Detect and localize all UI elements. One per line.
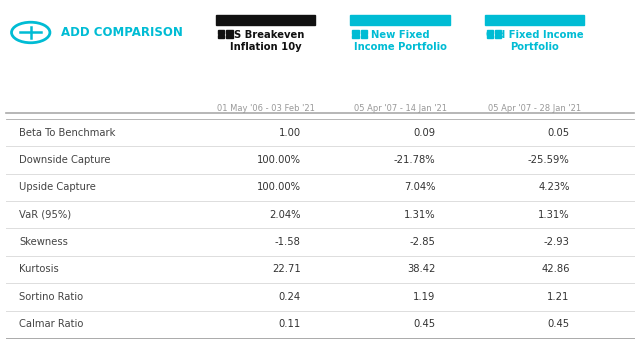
- Text: 1.31%: 1.31%: [404, 210, 435, 220]
- Text: 100.00%: 100.00%: [257, 155, 301, 165]
- Bar: [218, 30, 225, 34]
- Bar: [216, 15, 315, 25]
- Bar: [227, 35, 233, 38]
- Text: -2.85: -2.85: [410, 237, 435, 247]
- Text: 42.86: 42.86: [541, 264, 570, 275]
- Bar: [495, 30, 502, 34]
- Text: 0.05: 0.05: [547, 128, 570, 138]
- Text: 01 May '06 - 03 Feb '21: 01 May '06 - 03 Feb '21: [217, 104, 314, 113]
- Text: -21.78%: -21.78%: [394, 155, 435, 165]
- Bar: [227, 30, 233, 34]
- Text: 0.45: 0.45: [413, 319, 435, 329]
- Text: Calmar Ratio: Calmar Ratio: [19, 319, 84, 329]
- Text: 1.21: 1.21: [547, 292, 570, 302]
- Bar: [352, 30, 359, 34]
- Bar: [486, 35, 493, 38]
- Bar: [361, 30, 367, 34]
- Bar: [495, 35, 502, 38]
- Text: Upside Capture: Upside Capture: [19, 182, 96, 193]
- Text: ADD COMPARISON: ADD COMPARISON: [61, 26, 183, 39]
- Text: 05 Apr '07 - 14 Jan '21: 05 Apr '07 - 14 Jan '21: [353, 104, 447, 113]
- Text: 100.00%: 100.00%: [257, 182, 301, 193]
- Text: 0.24: 0.24: [278, 292, 301, 302]
- Text: 1.00: 1.00: [278, 128, 301, 138]
- Text: Skewness: Skewness: [19, 237, 68, 247]
- Bar: [485, 15, 584, 25]
- Text: 1.31%: 1.31%: [538, 210, 570, 220]
- Text: 7.04%: 7.04%: [404, 182, 435, 193]
- Bar: [361, 35, 367, 38]
- Text: Old Fixed Income
Portfolio: Old Fixed Income Portfolio: [486, 30, 583, 52]
- Text: Beta To Benchmark: Beta To Benchmark: [19, 128, 116, 138]
- Text: 0.09: 0.09: [413, 128, 435, 138]
- Text: 4.23%: 4.23%: [538, 182, 570, 193]
- Bar: [218, 35, 225, 38]
- Text: VaR (95%): VaR (95%): [19, 210, 71, 220]
- Text: 38.42: 38.42: [407, 264, 435, 275]
- Bar: [351, 15, 450, 25]
- Text: -2.93: -2.93: [544, 237, 570, 247]
- Text: 0.45: 0.45: [547, 319, 570, 329]
- Text: New Fixed
Income Portfolio: New Fixed Income Portfolio: [353, 30, 447, 52]
- Text: 05 Apr '07 - 28 Jan '21: 05 Apr '07 - 28 Jan '21: [488, 104, 581, 113]
- Bar: [486, 30, 493, 34]
- Text: 2.04%: 2.04%: [269, 210, 301, 220]
- Text: US Breakeven
Inflation 10y: US Breakeven Inflation 10y: [227, 30, 305, 52]
- Text: 0.11: 0.11: [278, 319, 301, 329]
- Text: Downside Capture: Downside Capture: [19, 155, 111, 165]
- Text: -25.59%: -25.59%: [528, 155, 570, 165]
- Text: Sortino Ratio: Sortino Ratio: [19, 292, 83, 302]
- Text: 22.71: 22.71: [272, 264, 301, 275]
- Bar: [352, 35, 359, 38]
- Text: -1.58: -1.58: [275, 237, 301, 247]
- Text: 1.19: 1.19: [413, 292, 435, 302]
- Text: Kurtosis: Kurtosis: [19, 264, 59, 275]
